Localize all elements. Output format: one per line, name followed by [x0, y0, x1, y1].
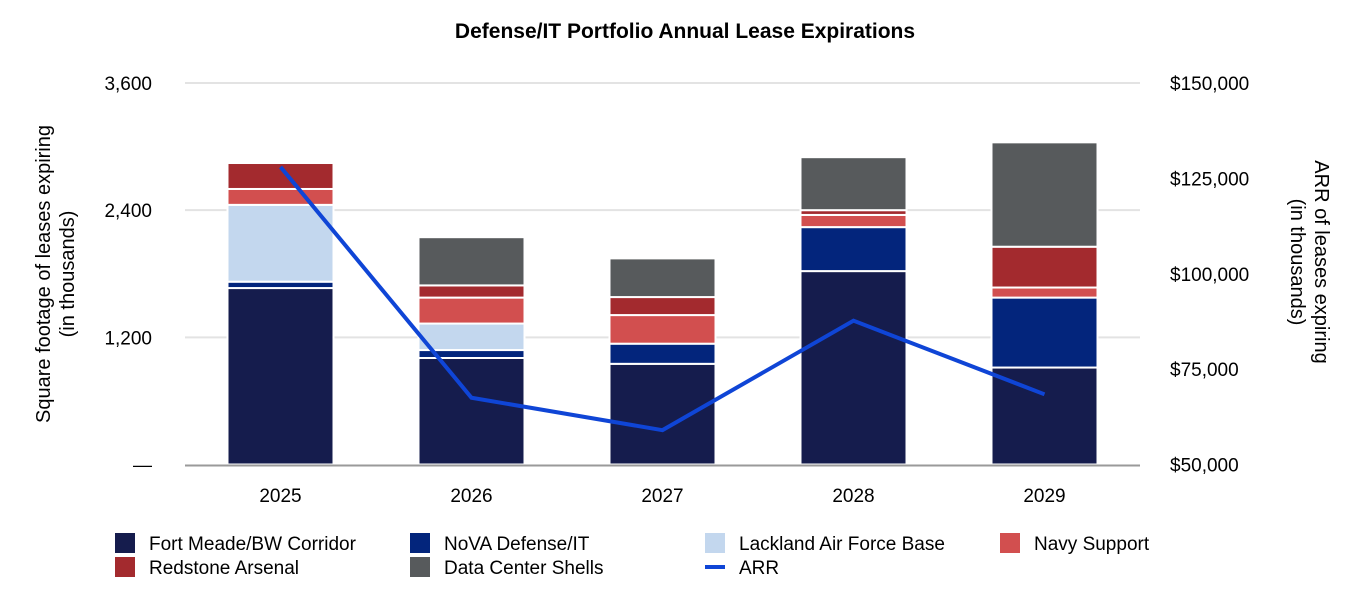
- bar-segment: [799, 156, 908, 212]
- legend-swatch: [705, 533, 725, 553]
- bar-segment: [799, 270, 908, 466]
- y2-tick-label: $50,000: [1170, 456, 1239, 477]
- legend-swatch: [410, 557, 430, 577]
- bar-segment: [417, 236, 526, 287]
- bar-segment: [226, 162, 335, 190]
- legend-label: Redstone Arsenal: [149, 558, 299, 579]
- bar-segment: [417, 322, 526, 352]
- bar-segment: [226, 187, 335, 206]
- y2-tick-label: $100,000: [1170, 265, 1249, 286]
- y-tick-label: 1,200: [104, 328, 152, 349]
- bar-segment: [417, 284, 526, 299]
- bar-segment: [417, 356, 526, 466]
- x-tick-label: 2026: [450, 486, 492, 507]
- x-tick-label: 2029: [1023, 486, 1065, 507]
- bar-segment: [990, 245, 1099, 289]
- bar-segment: [990, 286, 1099, 299]
- bar-segment: [799, 213, 908, 229]
- x-tick-label: 2028: [832, 486, 874, 507]
- legend-label: NoVA Defense/IT: [444, 534, 590, 555]
- y2-axis-label: ARR of leases expiring(in thousands): [1286, 160, 1332, 363]
- bar-segment: [608, 314, 717, 345]
- legend-swatch: [115, 557, 135, 577]
- bar-segment: [990, 366, 1099, 466]
- legend-label: Fort Meade/BW Corridor: [149, 534, 357, 555]
- bar-segment: [417, 296, 526, 325]
- y2-tick-label: $75,000: [1170, 360, 1239, 381]
- y-tick-label: —: [133, 456, 152, 477]
- x-tick-label: 2027: [641, 486, 683, 507]
- y-axis-label: Square footage of leases expiring (in tho…: [33, 125, 79, 423]
- bar-segment: [608, 296, 717, 317]
- legend-swatch: [115, 533, 135, 553]
- y-tick-label: 3,600: [104, 74, 152, 95]
- bar-segment: [990, 296, 1099, 369]
- y2-tick-label: $125,000: [1170, 169, 1249, 190]
- arr-line: [278, 165, 1046, 433]
- legend-swatch: [410, 533, 430, 553]
- legend-label: Data Center Shells: [444, 558, 603, 579]
- bar-segment: [608, 257, 717, 299]
- y2-tick-label: $150,000: [1170, 74, 1249, 95]
- legend-label: ARR: [739, 558, 779, 579]
- bar-segment: [799, 226, 908, 273]
- bar-segment: [226, 203, 335, 283]
- bar-segment: [226, 287, 335, 466]
- bar-segment: [608, 342, 717, 365]
- x-tick-label: 2025: [259, 486, 301, 507]
- legend-label: Lackland Air Force Base: [739, 534, 945, 555]
- bar-segment: [990, 141, 1099, 248]
- bar-segment: [608, 362, 717, 466]
- legend-label: Navy Support: [1034, 534, 1150, 555]
- legend-swatch: [1000, 533, 1020, 553]
- y-tick-label: 2,400: [104, 201, 152, 222]
- chart-title: Defense/IT Portfolio Annual Lease Expira…: [455, 20, 915, 43]
